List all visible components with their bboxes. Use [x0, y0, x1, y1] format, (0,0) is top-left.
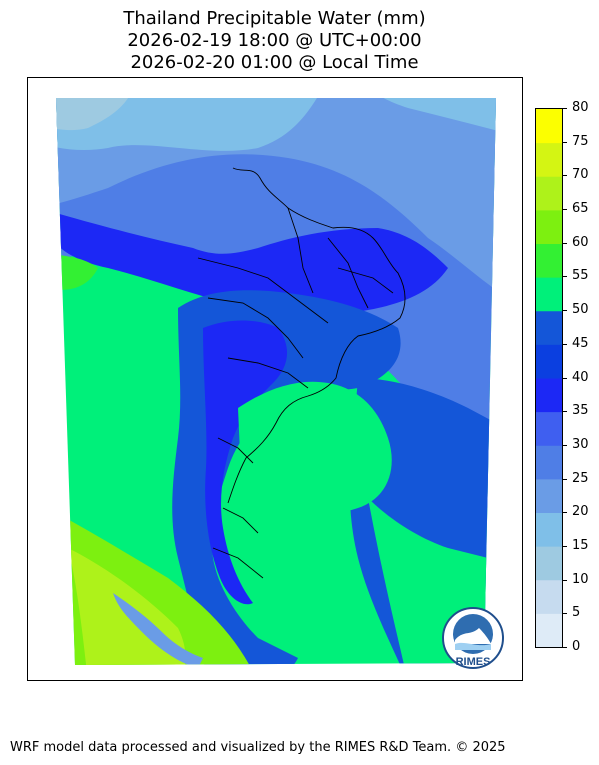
colorbar-tick-label: 65 — [572, 201, 589, 217]
island-shading — [113, 593, 203, 665]
rimes-logo: RIMES — [442, 607, 504, 669]
field-20-25 — [56, 98, 328, 151]
colorbar-bin-35 — [536, 378, 562, 413]
colorbar-bin-15 — [536, 512, 562, 547]
logo-text: RIMES — [456, 656, 491, 668]
colorbar-tick-label: 55 — [572, 268, 589, 284]
field-35-40 — [56, 213, 448, 315]
colorbar-bin-25 — [536, 445, 562, 480]
colorbar-bin-75 — [536, 109, 562, 144]
utc-time: 2026-02-19 18:00 @ UTC+00:00 — [127, 30, 422, 51]
colorbar-tick-label: 75 — [572, 133, 589, 149]
local-time: 2026-02-20 01:00 @ Local Time — [130, 52, 419, 73]
field-15-20 — [56, 98, 138, 131]
colorbar-tick-label: 60 — [572, 234, 589, 250]
colorbar-tick-label: 5 — [572, 605, 581, 621]
precipitable-water-map: RIMES — [56, 98, 504, 669]
colorbar-tick-label: 45 — [572, 335, 589, 351]
colorbar-tick-label: 70 — [572, 167, 589, 183]
colorbar-tick-label: 30 — [572, 436, 589, 452]
colorbar-bin-50 — [536, 277, 562, 312]
colorbar-bin-20 — [536, 478, 562, 513]
colorbar-tick-label: 0 — [572, 639, 581, 654]
colorbar-tick-label: 80 — [572, 100, 589, 115]
colorbar-bin-55 — [536, 243, 562, 278]
colorbar-tick-label: 20 — [572, 504, 589, 520]
colorbar-bin-5 — [536, 579, 562, 614]
colorbar-bin-10 — [536, 546, 562, 581]
field-50-55-nw — [56, 248, 98, 290]
field-35-40-core — [203, 320, 288, 605]
field-20-25-ne — [358, 98, 496, 138]
colorbar-bin-70 — [536, 142, 562, 177]
colorbar-tick-label: 10 — [572, 571, 589, 587]
colorbar-swatches — [536, 109, 562, 648]
map-title: Thailand Precipitable Water (mm) — [123, 8, 426, 29]
colorbar-bin-0 — [536, 613, 562, 648]
colorbar-bin-30 — [536, 411, 562, 446]
colorbar — [535, 108, 563, 648]
province-boundaries — [197, 167, 406, 579]
colorbar-bin-45 — [536, 310, 562, 345]
colorbar-bin-40 — [536, 344, 562, 379]
colorbar-tick-label: 15 — [572, 537, 589, 553]
colorbar-tick-label: 40 — [572, 369, 589, 385]
footer-credit: WRF model data processed and visualized … — [10, 740, 506, 755]
colorbar-bin-60 — [536, 209, 562, 244]
colorbar-bin-65 — [536, 176, 562, 211]
colorbar-tick-label: 50 — [572, 302, 589, 318]
colorbar-tick-label: 35 — [572, 403, 589, 419]
map-panel: RIMES — [27, 77, 523, 681]
colorbar-tick-label: 25 — [572, 470, 589, 486]
gulf-field-45-50 — [238, 381, 392, 516]
